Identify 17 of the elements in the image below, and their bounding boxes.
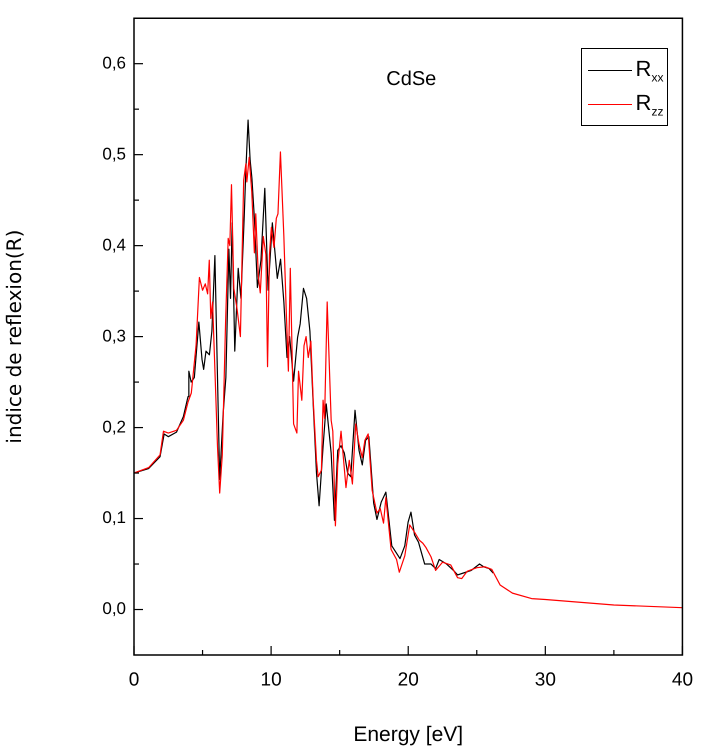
- annotation: CdSe: [386, 68, 436, 92]
- y-tick-label: 0,0: [102, 599, 126, 618]
- y-tick-label: 0,6: [102, 53, 126, 72]
- legend-label: R$_{zz}$: [636, 90, 664, 118]
- y-tick-label: 0,3: [102, 326, 126, 346]
- legend-label: R$_{xx}$: [636, 56, 664, 84]
- y-tick-label: 0,2: [102, 417, 126, 436]
- y-axis-title: indice de reflexion(R): [2, 230, 26, 444]
- x-tick-label: 0: [128, 670, 140, 691]
- x-axis-title: Energy [eV]: [353, 723, 464, 746]
- x-tick-label: 30: [534, 670, 556, 691]
- x-tick-label: 20: [398, 670, 419, 691]
- x-tick-label: 10: [260, 670, 282, 691]
- y-tick-label: 0,4: [102, 235, 126, 254]
- y-tick-label: 0,1: [102, 508, 126, 528]
- y-tick-label: 0,5: [102, 144, 126, 164]
- x-tick-label: 40: [672, 670, 694, 691]
